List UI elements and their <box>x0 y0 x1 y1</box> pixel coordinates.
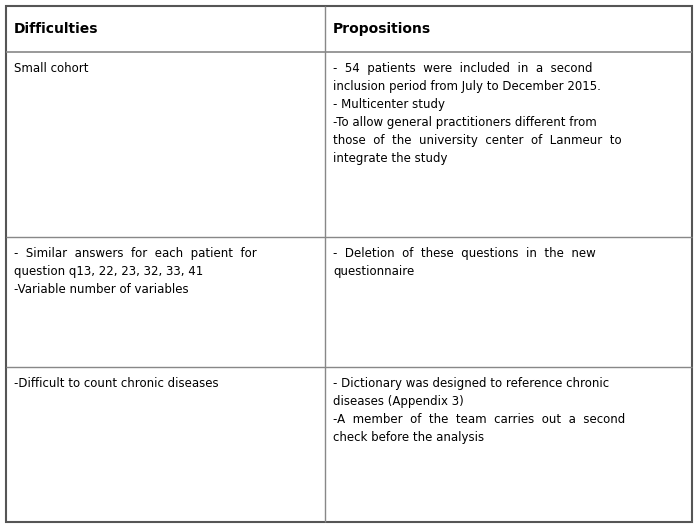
Text: -  Deletion  of  these  questions  in  the  new
questionnaire: - Deletion of these questions in the new… <box>333 247 595 278</box>
Text: -  54  patients  were  included  in  a  second
inclusion period from July to Dec: - 54 patients were included in a second … <box>333 62 622 165</box>
Text: - Dictionary was designed to reference chronic
diseases (Appendix 3)
-A  member : - Dictionary was designed to reference c… <box>333 377 625 444</box>
Text: Difficulties: Difficulties <box>14 22 98 36</box>
Text: Small cohort: Small cohort <box>14 62 89 75</box>
Text: Propositions: Propositions <box>333 22 431 36</box>
Text: -  Similar  answers  for  each  patient  for
question q13, 22, 23, 32, 33, 41
-V: - Similar answers for each patient for q… <box>14 247 257 296</box>
Text: -Difficult to count chronic diseases: -Difficult to count chronic diseases <box>14 377 218 390</box>
